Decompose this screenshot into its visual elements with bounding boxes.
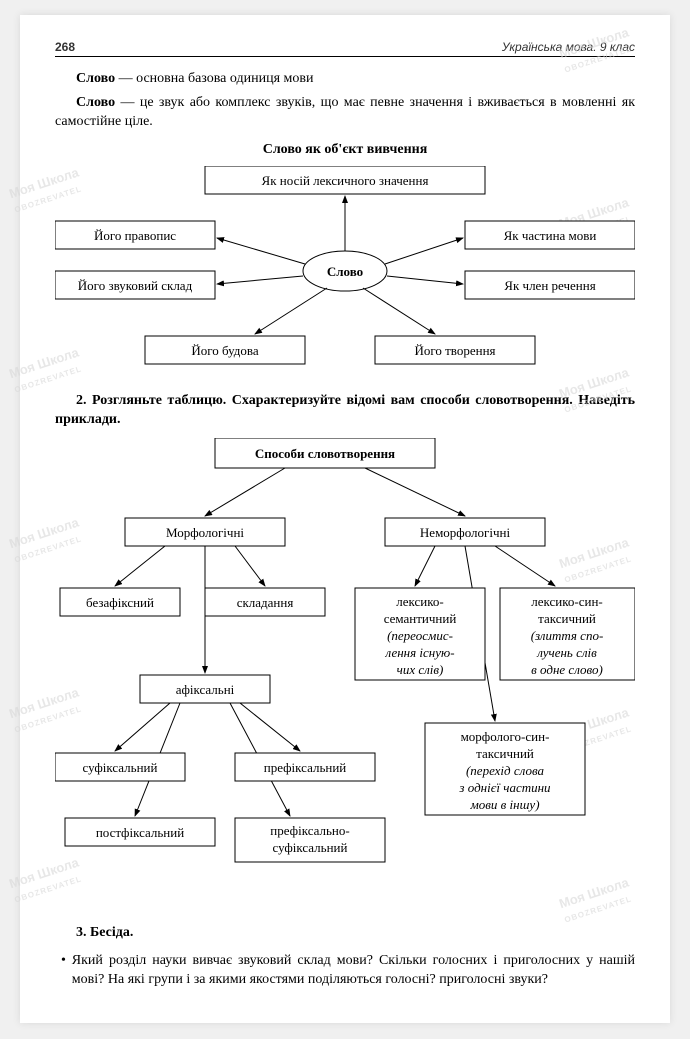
definition-2: Слово — це звук або комплекс звуків, що … [55,93,635,132]
svg-text:Неморфологічні: Неморфологічні [420,525,511,540]
svg-text:Як носій лексичного значення: Як носій лексичного значення [262,173,429,188]
svg-text:таксичний: таксичний [538,611,596,626]
svg-text:з однієї частини: з однієї частини [458,780,551,795]
task-2: 2. Розгляньте таблицю. Схарактеризуйте в… [55,391,635,430]
svg-text:постфіксальний: постфіксальний [96,825,184,840]
svg-text:афіксальні: афіксальні [176,682,235,697]
svg-text:(перехід слова: (перехід слова [466,763,545,778]
definition-1: Слово — основна базова одиниця мови [55,69,635,89]
svg-text:Слово: Слово [327,264,363,279]
diagram-word-aspects: Слово Як носій лексичного значення Його … [55,166,635,376]
page-header: 268 Українська мова. 9 клас [55,40,635,57]
svg-text:морфолого-син-: морфолого-син- [461,729,550,744]
svg-text:лексико-: лексико- [396,594,443,609]
svg-text:Способи словотворення: Способи словотворення [255,446,395,461]
svg-text:суфіксальний: суфіксальний [83,760,158,775]
task-3-bullet: • Який розділ науки вивчає звуковий скла… [55,951,635,990]
svg-text:семантичний: семантичний [384,611,457,626]
page-number: 268 [55,40,75,54]
svg-text:мови в іншу): мови в іншу) [469,797,539,812]
svg-text:(переосмис-: (переосмис- [387,628,453,643]
task-3-heading: 3. Бесіда. [55,923,635,943]
svg-text:безафіксний: безафіксний [86,595,154,610]
svg-text:Його правопис: Його правопис [94,228,176,243]
textbook-page: Моя ШколаOBOZREVATEL Моя ШколаOBOZREVATE… [20,15,670,1023]
svg-text:лексико-син-: лексико-син- [531,594,602,609]
svg-text:суфіксальний: суфіксальний [273,840,348,855]
svg-text:чих слів): чих слів) [397,662,444,677]
svg-text:таксичний: таксичний [476,746,534,761]
diagram-word-formation: Способи словотворення Морфологічні Немор… [55,438,635,908]
svg-text:Морфологічні: Морфологічні [166,525,244,540]
svg-text:лення існую-: лення існую- [384,645,454,660]
diagram1-title: Слово як об'єкт вивчення [55,142,635,158]
svg-text:Як член речення: Як член речення [504,278,595,293]
svg-text:Його звуковий склад: Його звуковий склад [78,278,193,293]
svg-text:префіксально-: префіксально- [270,823,349,838]
svg-text:(злиття спо-: (злиття спо- [531,628,604,643]
svg-text:Як частина мови: Як частина мови [504,228,597,243]
book-title: Українська мова. 9 клас [502,40,635,54]
svg-text:префіксальний: префіксальний [264,760,347,775]
svg-text:складання: складання [237,595,294,610]
svg-text:лучень слів: лучень слів [536,645,597,660]
svg-text:Його творення: Його творення [414,343,495,358]
svg-text:в одне слово): в одне слово) [531,662,603,677]
svg-text:Його будова: Його будова [191,343,259,358]
